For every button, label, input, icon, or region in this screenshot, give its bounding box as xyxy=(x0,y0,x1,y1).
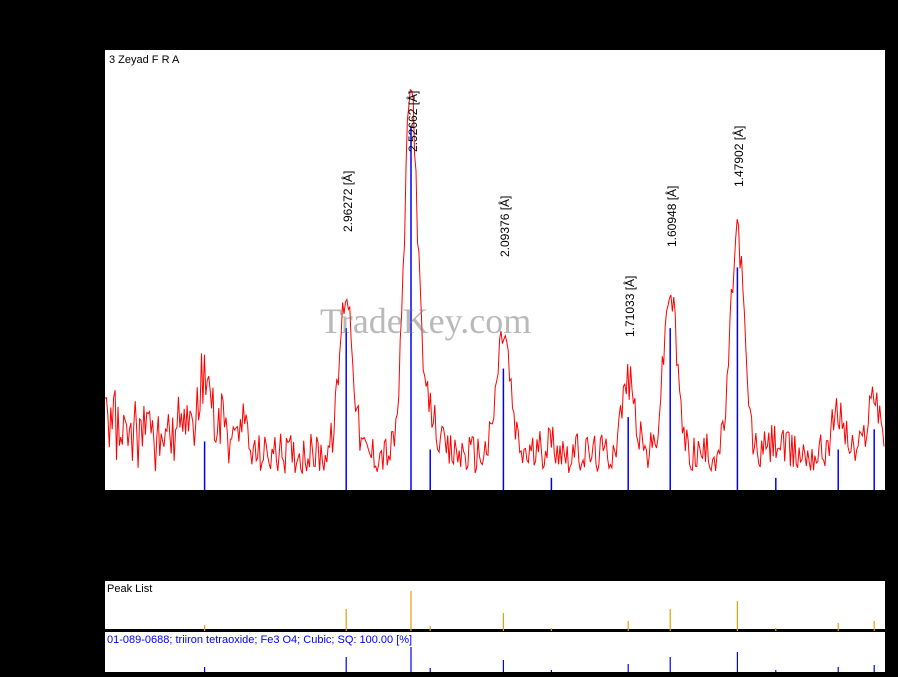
spectrum-plot xyxy=(105,50,885,490)
peak-label: 2.96272 [Å] xyxy=(341,171,355,232)
peak-label: 2.52662 [Å] xyxy=(406,91,420,152)
peak-list-panel: Peak List xyxy=(105,580,885,630)
peak-list-ticks xyxy=(105,581,885,631)
peak-label: 2.09376 [Å] xyxy=(498,196,512,257)
phase-panel: 01-089-0688; triiron tetraoxide; Fe3 O4;… xyxy=(105,632,885,672)
peak-label: 1.60948 [Å] xyxy=(665,186,679,247)
phase-identification: 01-089-0688; triiron tetraoxide; Fe3 O4;… xyxy=(107,634,412,646)
peak-label: 1.47902 [Å] xyxy=(732,126,746,187)
peak-label: 1.71033 [Å] xyxy=(623,276,637,337)
xrd-spectrum-chart: 3 Zeyad F R A 2.96272 [Å]2.52662 [Å]2.09… xyxy=(105,50,885,490)
peak-list-title: Peak List xyxy=(107,583,152,595)
